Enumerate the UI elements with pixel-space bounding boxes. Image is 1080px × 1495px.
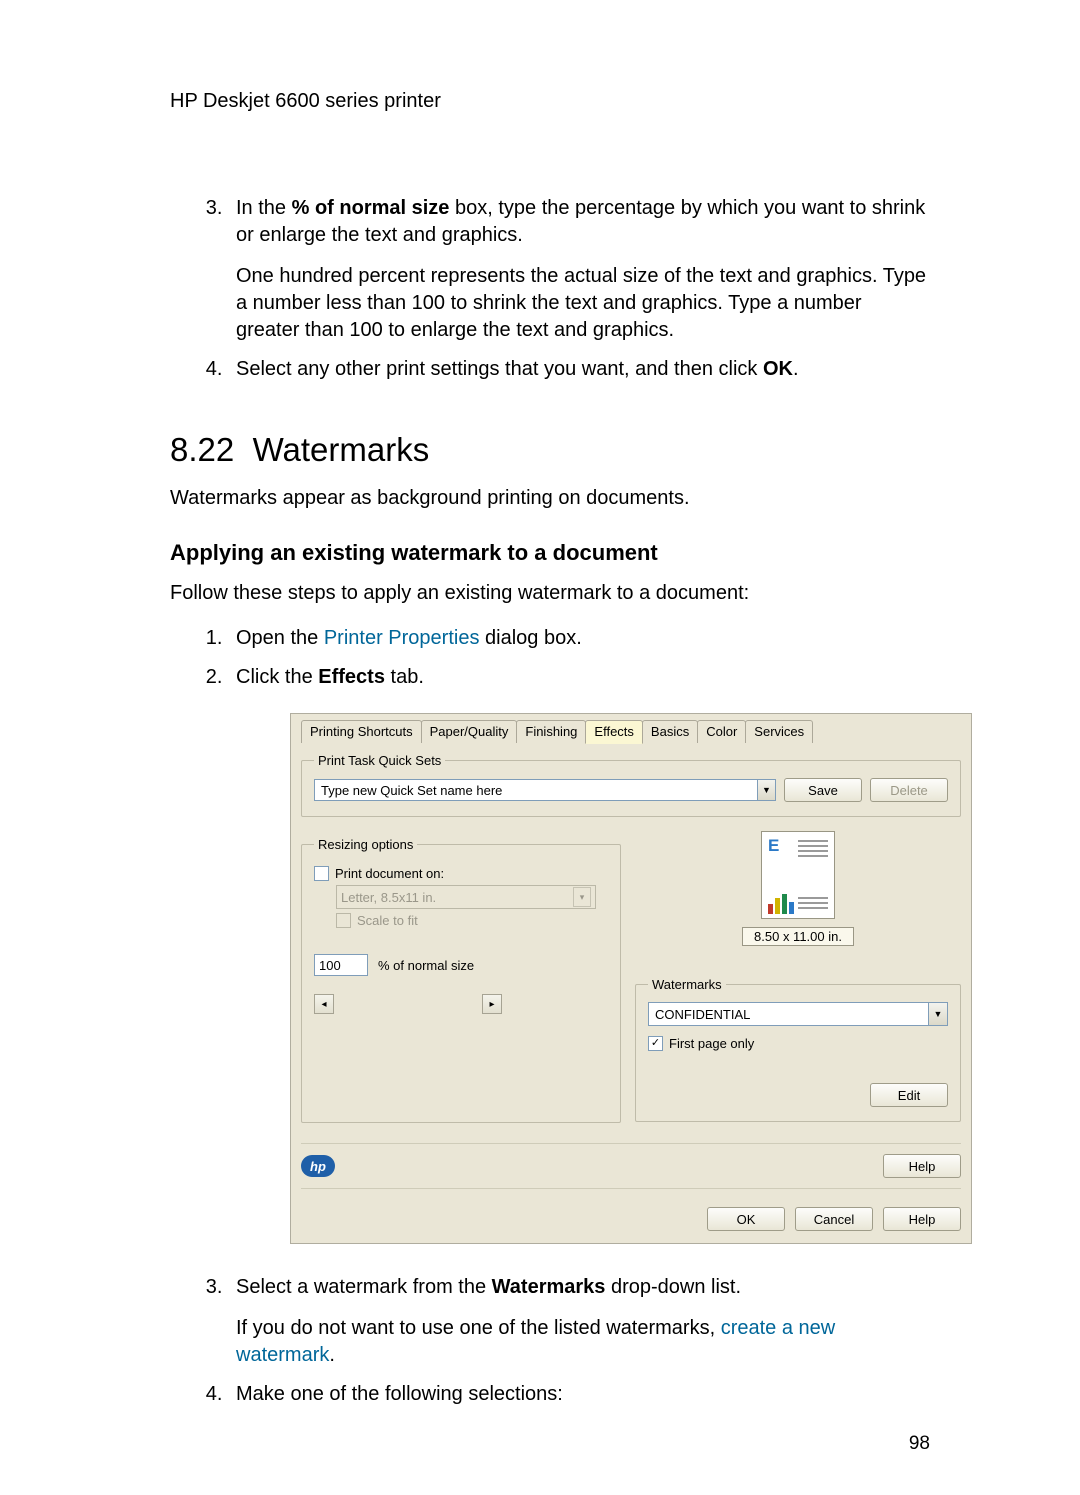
tab-basics[interactable]: Basics — [642, 720, 698, 743]
proc1-lead: Open the — [236, 627, 324, 649]
tab-finishing[interactable]: Finishing — [516, 720, 586, 743]
quick-sets-group: Print Task Quick Sets ▼ Save Delete — [301, 753, 961, 817]
inner-help-button[interactable]: Help — [883, 1154, 961, 1178]
percent-label: % of normal size — [378, 958, 474, 973]
tab-color[interactable]: Color — [697, 720, 746, 743]
checkbox-icon: ✓ — [648, 1036, 663, 1051]
proc2-lead: Click the — [236, 666, 318, 688]
tab-effects[interactable]: Effects — [585, 720, 643, 744]
help-button[interactable]: Help — [883, 1207, 961, 1231]
hp-logo-icon: hp — [301, 1155, 335, 1177]
sub-intro: Follow these steps to apply an existing … — [170, 580, 930, 607]
section-heading: 8.22 Watermarks — [170, 431, 930, 469]
dialog-tabs: Printing Shortcuts Paper/Quality Finishi… — [301, 714, 961, 743]
quickset-name-input[interactable] — [314, 779, 758, 801]
step-3-lead: In the — [236, 197, 292, 219]
step-4: Select any other print settings that you… — [228, 356, 930, 383]
chevron-down-icon[interactable]: ▼ — [928, 1003, 947, 1025]
after-step-3: Select a watermark from the Watermarks d… — [228, 1274, 930, 1369]
slider-rail[interactable] — [342, 997, 474, 1011]
section-title-text: Watermarks — [253, 431, 430, 468]
doc-header: HP Deskjet 6600 series printer — [170, 90, 930, 113]
resizing-legend: Resizing options — [314, 837, 417, 852]
after3-p2-lead: If you do not want to use one of the lis… — [236, 1317, 721, 1339]
subheading: Applying an existing watermark to a docu… — [170, 540, 930, 566]
after-step-4: Make one of the following selections: — [228, 1381, 930, 1408]
step-3: In the % of normal size box, type the pe… — [228, 195, 930, 344]
preview-letter-icon: E — [768, 836, 779, 856]
document-page: HP Deskjet 6600 series printer In the % … — [0, 0, 1080, 1495]
top-steps-list: In the % of normal size box, type the pe… — [170, 195, 930, 383]
quick-sets-legend: Print Task Quick Sets — [314, 753, 445, 768]
effects-dialog: Printing Shortcuts Paper/Quality Finishi… — [290, 713, 972, 1244]
tab-printing-shortcuts[interactable]: Printing Shortcuts — [301, 720, 422, 743]
after3-lead: Select a watermark from the — [236, 1276, 492, 1298]
scale-to-fit-checkbox: Scale to fit — [336, 913, 608, 928]
scale-to-fit-label: Scale to fit — [357, 913, 418, 928]
tab-services[interactable]: Services — [745, 720, 813, 743]
proc2-bold: Effects — [318, 666, 385, 688]
tab-paper-quality[interactable]: Paper/Quality — [421, 720, 518, 743]
ok-button[interactable]: OK — [707, 1207, 785, 1231]
percent-input[interactable]: 100 — [314, 954, 368, 976]
preview-chart-icon — [768, 894, 794, 914]
proc2-tail: tab. — [385, 666, 424, 688]
first-page-only-checkbox[interactable]: ✓ First page only — [648, 1036, 948, 1051]
after3-tail: drop-down list. — [605, 1276, 741, 1298]
after3-p2-tail: . — [329, 1344, 335, 1366]
printer-properties-link[interactable]: Printer Properties — [324, 627, 480, 649]
step-4-lead: Select any other print settings that you… — [236, 358, 763, 380]
step-4-mid: . — [793, 358, 799, 380]
resizing-group: Resizing options Print document on: Lett… — [301, 837, 621, 1123]
slider-left-icon[interactable]: ◂ — [314, 994, 334, 1014]
step-3-bold: % of normal size — [292, 197, 450, 219]
section-number: 8.22 — [170, 431, 234, 468]
after3-bold: Watermarks — [492, 1276, 606, 1298]
preview-lines-top — [798, 840, 828, 860]
section-intro: Watermarks appear as background printing… — [170, 485, 930, 512]
step-4-bold: OK — [763, 358, 793, 380]
paper-size-select: Letter, 8.5x11 in. ▾ — [336, 885, 596, 909]
slider-right-icon[interactable]: ▸ — [482, 994, 502, 1014]
proc1-tail: dialog box. — [479, 627, 581, 649]
percent-slider[interactable]: ◂ ▸ — [314, 994, 608, 1014]
cancel-button[interactable]: Cancel — [795, 1207, 873, 1231]
proc-step-2: Click the Effects tab. — [228, 664, 930, 691]
delete-button: Delete — [870, 778, 948, 802]
first-page-only-label: First page only — [669, 1036, 754, 1051]
paper-dimensions: 8.50 x 11.00 in. — [742, 927, 854, 946]
proc-step-1: Open the Printer Properties dialog box. — [228, 625, 930, 652]
watermark-value: CONFIDENTIAL — [655, 1007, 750, 1022]
save-button[interactable]: Save — [784, 778, 862, 802]
watermarks-group: Watermarks CONFIDENTIAL ▼ ✓ First page o… — [635, 977, 961, 1122]
quickset-dropdown-button[interactable]: ▼ — [758, 779, 776, 801]
print-document-on-label: Print document on: — [335, 866, 444, 881]
print-document-on-checkbox[interactable]: Print document on: — [314, 866, 608, 881]
watermark-select[interactable]: CONFIDENTIAL ▼ — [648, 1002, 948, 1026]
after4-lead: Make one of the following selections: — [236, 1383, 563, 1405]
preview-lines-bottom — [798, 897, 828, 912]
watermarks-legend: Watermarks — [648, 977, 726, 992]
checkbox-icon — [336, 913, 351, 928]
paper-size-value: Letter, 8.5x11 in. — [341, 890, 436, 905]
dialog-buttons: OK Cancel Help — [291, 1197, 971, 1243]
edit-button[interactable]: Edit — [870, 1083, 948, 1107]
step-3-para2: One hundred percent represents the actua… — [236, 263, 930, 344]
page-preview: E — [761, 831, 835, 919]
procedure-list: Open the Printer Properties dialog box. … — [170, 625, 930, 691]
page-number: 98 — [909, 1433, 930, 1455]
checkbox-icon — [314, 866, 329, 881]
chevron-down-icon: ▾ — [573, 887, 591, 907]
after-steps-list: Select a watermark from the Watermarks d… — [170, 1274, 930, 1408]
